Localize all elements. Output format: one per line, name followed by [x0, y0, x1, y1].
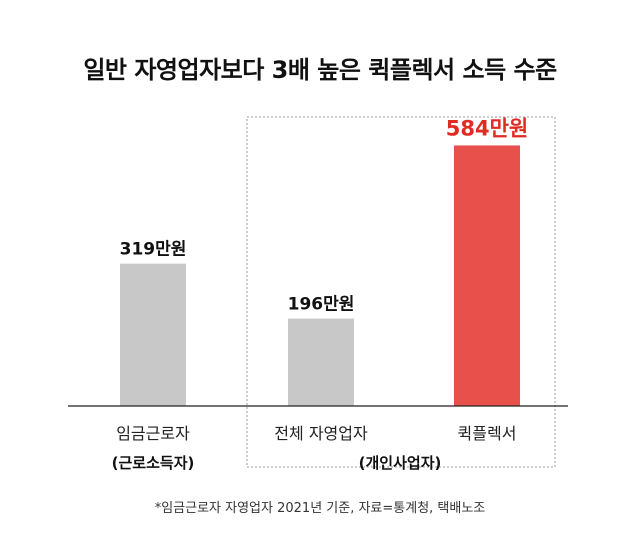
footnote: *임금근로자 자영업자 2021년 기준, 자료=통계청, 택배노조: [154, 501, 486, 516]
bar-all-self-employed: [288, 318, 354, 406]
bar-quickflexer: [454, 145, 520, 406]
category-label-all-self-employed: 전체 자영업자: [274, 424, 368, 443]
wage-group-label: (근로소득자): [112, 454, 195, 472]
value-label-all-self-employed: 196만원: [288, 295, 355, 315]
category-label-quickflexer: 퀵플렉서: [458, 424, 517, 443]
value-label-quickflexer: 584만원: [446, 116, 528, 140]
chart-title: 일반 자영업자보다 3배 높은 퀵플렉서 소득 수준: [83, 56, 557, 84]
self-employed-group-label: (개인사업자): [359, 454, 442, 472]
value-label-wage-worker: 319만원: [120, 240, 187, 260]
category-label-wage-worker: 임금근로자: [116, 424, 190, 443]
self-employed-group-box: [246, 116, 556, 468]
bar-wage-worker: [120, 263, 186, 406]
